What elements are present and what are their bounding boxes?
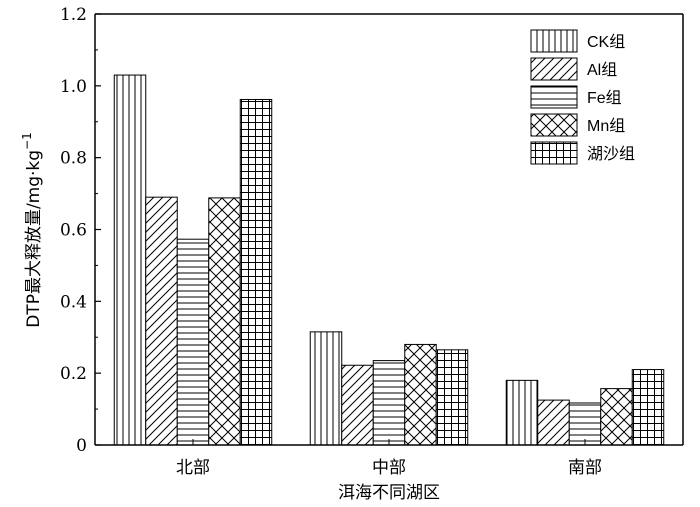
bar xyxy=(568,402,602,446)
y-tick-label: 0 xyxy=(76,436,87,456)
y-tick-label: 0.8 xyxy=(60,149,87,169)
legend-label: Fe组 xyxy=(587,89,622,107)
y-tick-label: 1.2 xyxy=(60,5,87,25)
bar xyxy=(341,364,374,446)
x-axis-title: 洱海不同湖区 xyxy=(338,483,440,503)
legend-swatch xyxy=(530,85,578,109)
y-tick-label: 0.4 xyxy=(60,292,87,312)
bar xyxy=(239,98,273,446)
bars-group xyxy=(113,74,665,446)
legend-swatch xyxy=(530,141,578,165)
bar xyxy=(309,331,343,446)
legend-label: Mn组 xyxy=(587,117,625,135)
y-axis-title-main: DTP最大释放量/mg·kg xyxy=(24,150,44,328)
y-ticks-group: 0 0.2 0.4 0.6 0.8 1.0 1.2 xyxy=(60,5,101,456)
bar xyxy=(113,74,147,446)
bar xyxy=(505,379,539,446)
bar xyxy=(631,369,665,446)
legend-swatch xyxy=(530,113,578,137)
y-tick-label: 0.6 xyxy=(60,221,87,241)
legend-swatch xyxy=(530,29,578,53)
x-tick-label: 中部 xyxy=(372,458,406,478)
legend-swatch xyxy=(530,57,578,81)
bar xyxy=(600,388,633,446)
y-axis-title: DTP最大释放量/mg·kg−1 xyxy=(20,132,44,328)
legend-label: CK组 xyxy=(587,33,625,51)
bar xyxy=(176,238,210,446)
legend-label: Al组 xyxy=(587,61,617,79)
bar xyxy=(404,343,437,446)
x-tick-label: 北部 xyxy=(176,458,210,478)
bar xyxy=(372,360,406,446)
bar xyxy=(208,197,241,446)
bar xyxy=(435,349,469,446)
y-axis-title-superscript: −1 xyxy=(20,132,34,150)
y-tick-label: 0.2 xyxy=(60,364,87,384)
legend-label: 湖沙组 xyxy=(587,145,635,163)
x-ticks-group: 北部 中部 南部 xyxy=(176,439,602,478)
y-tick-label: 1.0 xyxy=(60,77,87,97)
x-tick-label: 南部 xyxy=(568,458,602,478)
bar xyxy=(145,196,178,446)
bar xyxy=(537,399,570,446)
